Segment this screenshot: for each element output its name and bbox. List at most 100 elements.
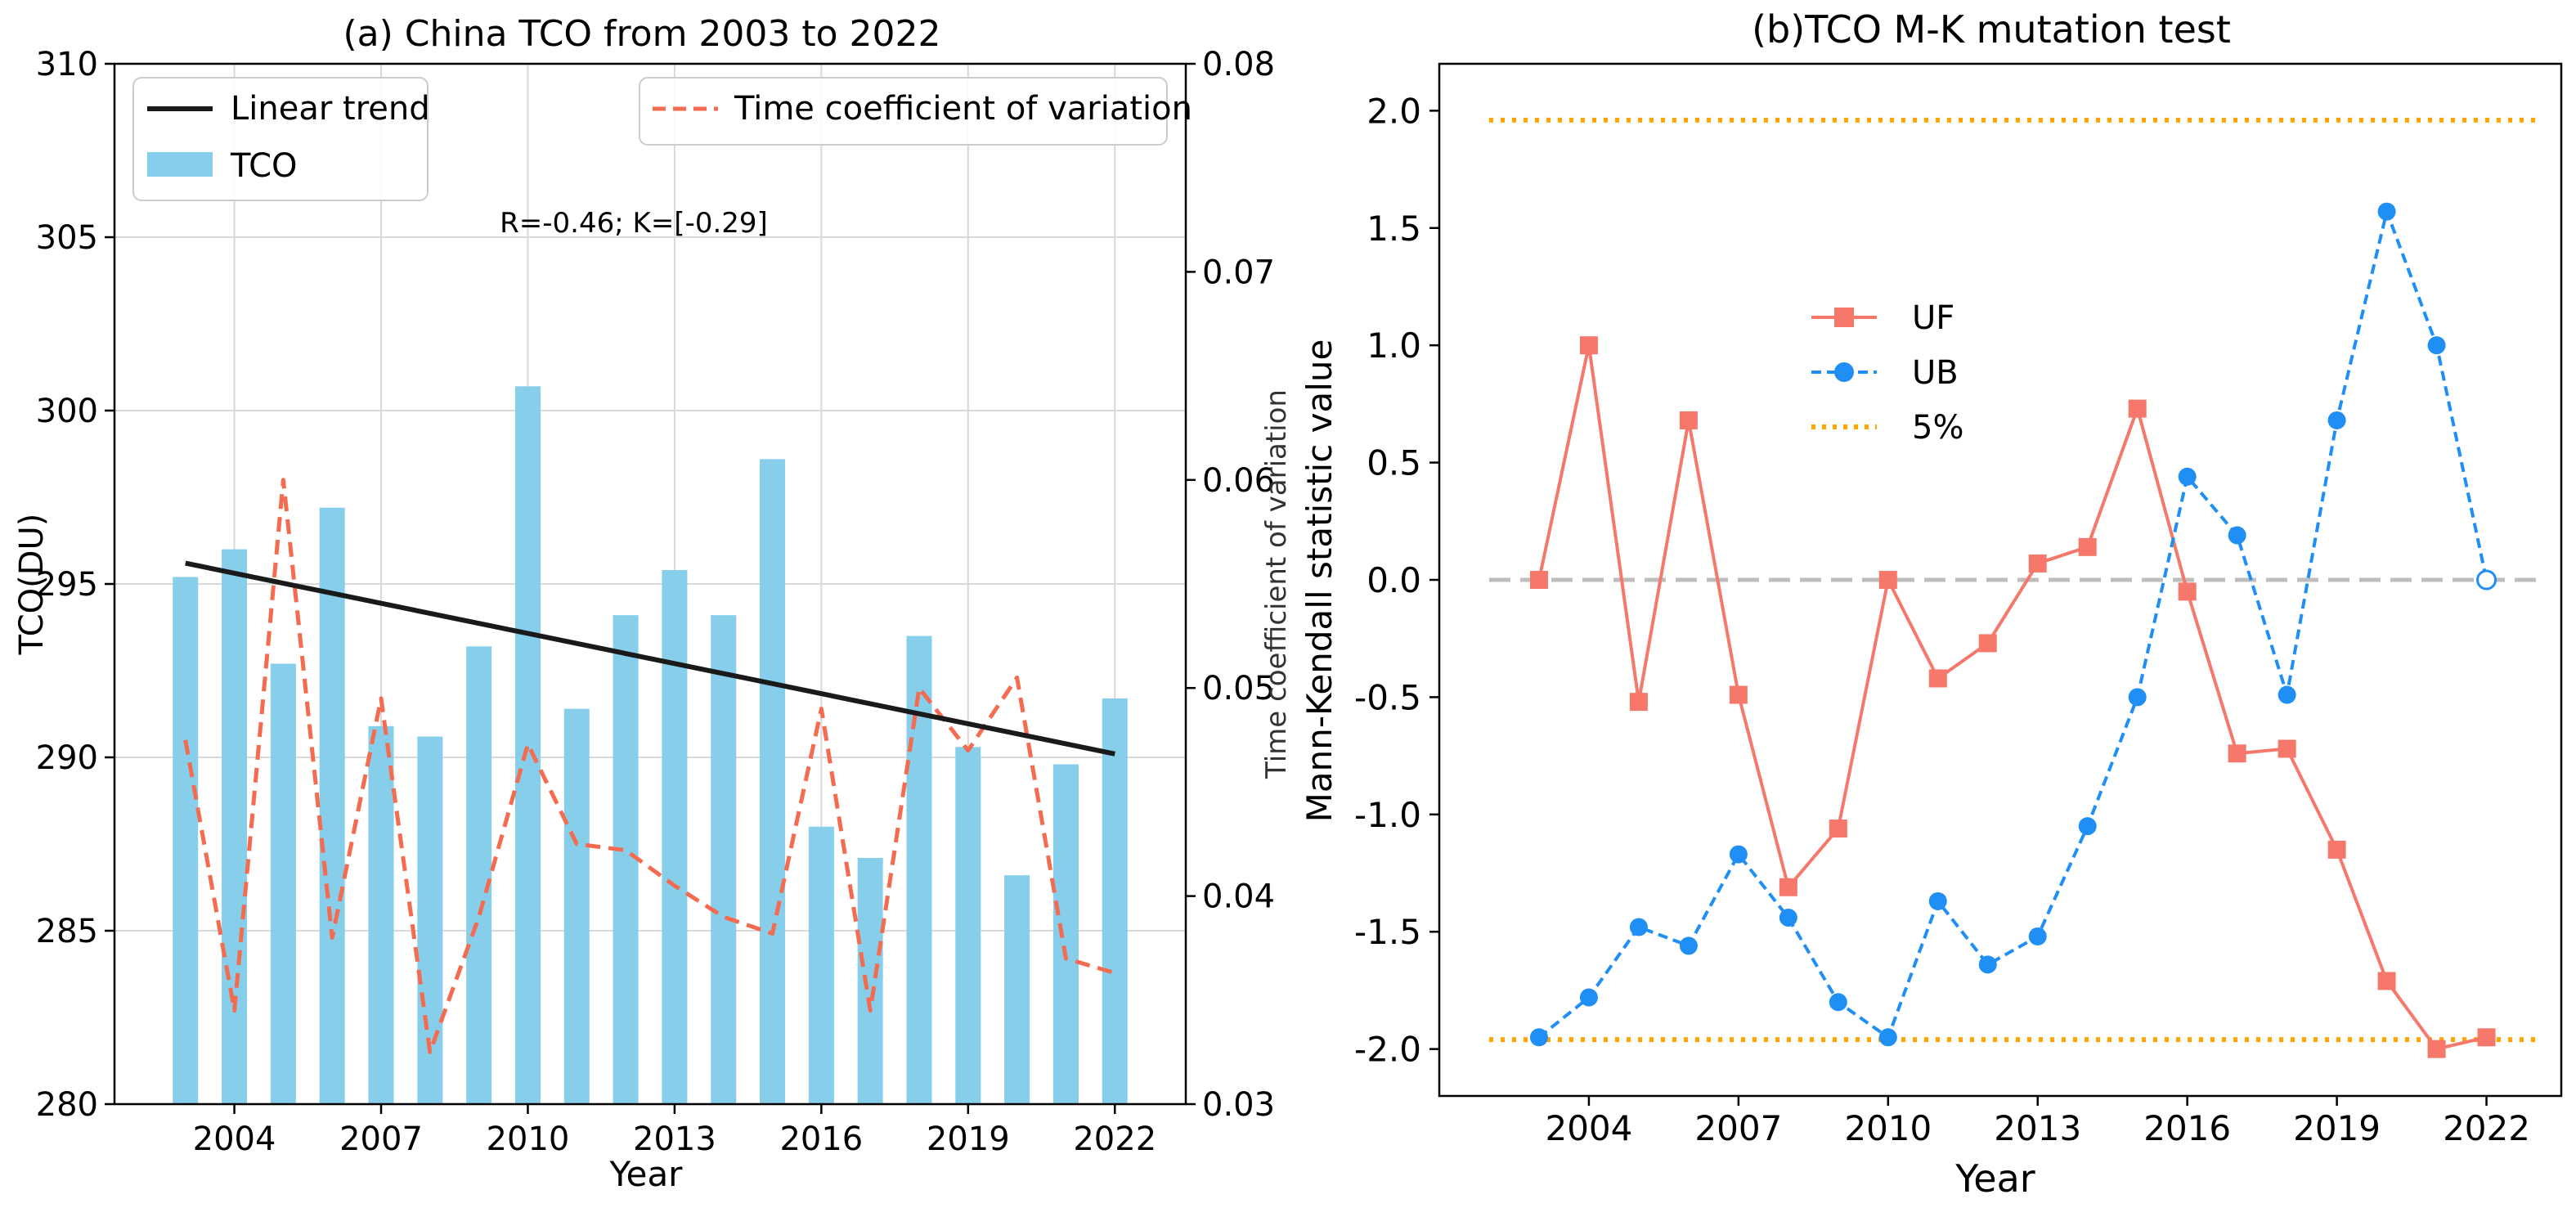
panel-b-ub-series	[1529, 202, 2497, 1047]
uf-point	[1729, 685, 1748, 704]
tco-bar	[613, 615, 639, 1104]
uf-point	[1978, 634, 1997, 653]
tco-bar	[514, 386, 541, 1104]
tick-label-x: 2007	[339, 1120, 423, 1158]
tco-bar	[808, 826, 834, 1104]
ub-point	[1878, 1028, 1897, 1047]
tick-label-x: 2013	[633, 1120, 716, 1158]
uf-point	[1779, 878, 1797, 896]
uf-point	[2377, 972, 2396, 990]
ub-point	[1679, 936, 1698, 955]
panel-b-legend: UF UB 5%	[1811, 299, 1963, 447]
ub-point	[1978, 955, 1997, 974]
panel-b-mk-chart: (b)TCO M-K mutation test -2.0 -1.5 -1.0 -0.…	[1299, 7, 2563, 1201]
tick-label-left: 305	[36, 219, 98, 257]
ub-point	[1729, 845, 1748, 864]
panel-b-x-axis-label: Year	[1954, 1156, 2035, 1201]
uf-point	[1878, 571, 1897, 589]
tco-bar	[711, 615, 737, 1104]
tick-label-y: -1.0	[1354, 795, 1421, 835]
tco-bar	[270, 663, 296, 1104]
ub-point	[2178, 467, 2197, 486]
legend-ub-marker	[1834, 362, 1854, 382]
uf-point	[1629, 693, 1648, 712]
tick-label-right: 0.04	[1202, 878, 1275, 916]
uf-point	[1679, 411, 1698, 429]
tick-label-x: 2007	[1694, 1108, 1782, 1148]
ub-point	[2228, 526, 2246, 545]
ub-point	[1928, 891, 1947, 910]
cv-dashed-line	[183, 478, 1116, 1054]
tick-label-right: 0.03	[1202, 1086, 1275, 1124]
panel-a-title: (a) China TCO from 2003 to 2022	[343, 13, 940, 55]
panel-b-title: (b)TCO M-K mutation test	[1752, 7, 2231, 52]
tick-label-y: 1.0	[1367, 326, 1421, 366]
panel-a-tco-bars	[173, 386, 1128, 1104]
uf-point	[1529, 571, 1548, 589]
tick-label-x: 2004	[1545, 1108, 1632, 1148]
uf-point	[2327, 840, 2346, 859]
tick-label-x: 2019	[927, 1120, 1010, 1158]
ub-point	[2427, 336, 2446, 355]
tick-label-x: 2010	[1844, 1108, 1932, 1148]
uf-line	[1537, 344, 2487, 1051]
legend-trend-label: Linear trend	[231, 90, 430, 128]
panel-a-cv-line	[183, 478, 1116, 1054]
ub-point	[2327, 411, 2346, 429]
tco-bar	[760, 459, 786, 1104]
tick-label-y: -0.5	[1354, 677, 1421, 717]
tick-label-y: 1.5	[1367, 209, 1421, 249]
panel-a-legend-left: Linear trend TCO	[132, 77, 430, 201]
tick-label-x: 2022	[1073, 1120, 1156, 1158]
legend-tco-swatch	[147, 152, 213, 177]
tick-label-x: 2004	[193, 1120, 276, 1158]
uf-point	[2028, 554, 2047, 573]
uf-point	[2228, 744, 2246, 763]
tco-bar	[173, 577, 199, 1104]
tco-bar	[662, 570, 688, 1104]
uf-point	[1928, 669, 1947, 688]
tick-label-right: 0.06	[1202, 462, 1275, 500]
tick-label-left: 290	[36, 739, 98, 777]
tick-label-right: 0.07	[1202, 254, 1275, 291]
ub-point	[1629, 918, 1648, 936]
linear-trend-line	[185, 560, 1115, 757]
tick-label-x: 2019	[2293, 1108, 2381, 1148]
ub-point	[2476, 569, 2497, 591]
ub-point	[2028, 927, 2047, 945]
panel-a-legend-right: Time coefficient of variation	[639, 77, 1192, 146]
legend-sig-label: 5%	[1912, 409, 1963, 447]
tick-label-y: -2.0	[1354, 1030, 1421, 1070]
panel-a-x-axis-ticks: 2004 2007 2010 2013 2016 2019 2022	[193, 1104, 1156, 1158]
tick-label-x: 2016	[779, 1120, 863, 1158]
panel-a-x-axis-label: Year	[609, 1154, 684, 1194]
ub-point	[2078, 817, 2097, 836]
uf-point	[2178, 582, 2197, 601]
tick-label-left: 295	[36, 566, 98, 604]
panel-a-trend-line	[185, 560, 1115, 757]
tco-bar	[222, 549, 248, 1104]
panel-a-left-axis-ticks: 280 285 290 295 300 305 310	[36, 46, 114, 1124]
tick-label-left: 280	[36, 1086, 98, 1124]
uf-point	[2278, 739, 2296, 758]
uf-point	[1829, 820, 1847, 838]
panel-a-correlation-annotation: R=-0.46; K=[-0.29]	[500, 207, 768, 240]
legend-cv-label: Time coefficient of variation	[734, 90, 1192, 128]
tick-label-x: 2022	[2443, 1108, 2530, 1148]
panel-b-y-axis-ticks: -2.0 -1.5 -1.0 -0.5 0.0 0.5 1.0 1.5 2.0	[1354, 91, 1439, 1070]
panel-a-right-axis-ticks: 0.03 0.04 0.05 0.06 0.07 0.08	[1186, 46, 1275, 1124]
tick-label-right: 0.05	[1202, 670, 1275, 707]
legend-tco-label: TCO	[230, 147, 298, 185]
tick-label-x: 2010	[487, 1120, 570, 1158]
ub-line	[1537, 209, 2488, 1040]
tco-bar	[1004, 875, 1030, 1104]
tco-bar	[955, 747, 981, 1104]
legend-uf-marker	[1834, 308, 1854, 327]
tco-bar	[466, 646, 492, 1104]
legend-right-box	[639, 77, 1168, 146]
tick-label-x: 2013	[1994, 1108, 2081, 1148]
panel-a-y-axis-label: TCO(DU)	[13, 514, 51, 656]
tco-bar	[563, 708, 590, 1104]
tco-bar	[1102, 698, 1128, 1104]
tick-label-right: 0.08	[1202, 46, 1275, 83]
